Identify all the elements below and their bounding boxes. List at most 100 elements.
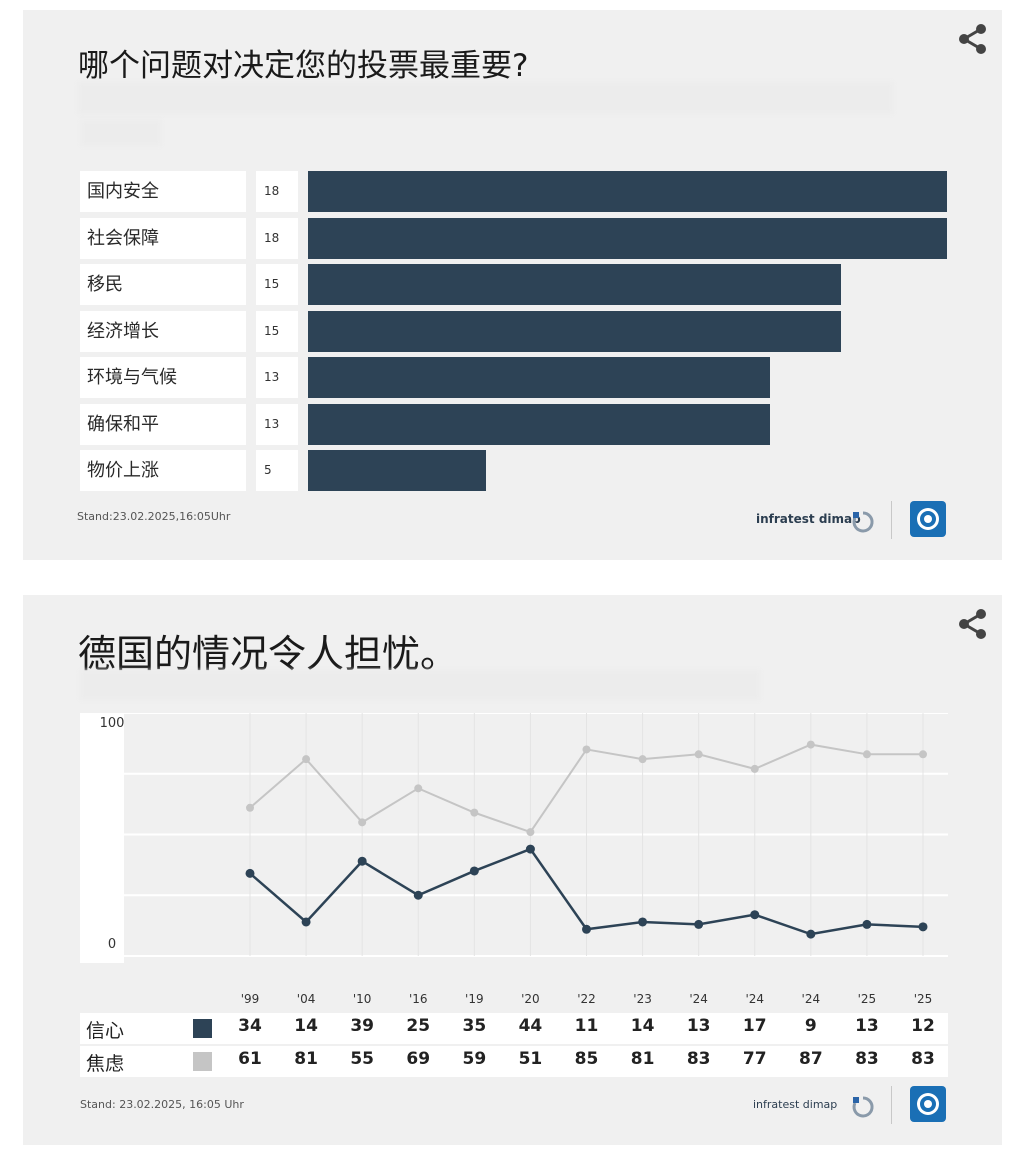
bar-value-label: 18 [256,218,298,259]
table-cell: 35 [462,1016,487,1036]
data-point [638,917,648,927]
bar-label: 国内安全 [80,171,246,212]
bar-value-label: 15 [256,264,298,305]
data-point [750,910,760,920]
divider [891,1086,892,1124]
data-point [694,919,704,929]
bar-label: 经济增长 [80,311,246,352]
share-icon[interactable] [956,607,990,641]
bar-label: 确保和平 [80,404,246,445]
bar [308,311,841,352]
bar-value-label: 18 [256,171,298,212]
data-point [526,828,535,837]
bar-label: 环境与气候 [80,357,246,398]
data-point [470,808,479,817]
data-point [302,755,311,764]
data-point [246,803,254,812]
table-cell: 12 [911,1016,935,1036]
bar-value-label: 13 [256,404,298,445]
legend-label-anxiety: 焦虑 [86,1053,125,1075]
data-point [414,784,423,793]
table-cell: 83 [855,1049,879,1069]
y-tick-label: 0 [108,937,116,952]
table-cell: 51 [518,1049,543,1069]
table-cell: 83 [911,1049,935,1069]
bar [308,264,841,305]
timestamp: Stand:23.02.2025,16:05Uhr [77,510,231,523]
data-point [806,929,816,939]
data-point [413,890,423,900]
x-tick-label: '22 [577,992,596,1006]
bar [308,357,770,398]
table-cell: 17 [742,1016,767,1036]
table-cell: 77 [742,1049,767,1069]
data-point [582,924,591,934]
bar [308,404,770,445]
data-point [301,917,311,927]
table-cell: 13 [855,1016,879,1036]
table-cell: 9 [804,1016,817,1036]
table-cell: 61 [238,1049,262,1069]
chart-title: 哪个问题对决定您的投票最重要? [78,48,529,84]
table-cell: 55 [350,1049,374,1069]
data-point [469,866,479,876]
blurred-subtitle [80,670,760,700]
infratest-brand: infratest dimap [753,1098,838,1111]
bar-label: 社会保障 [80,218,246,259]
chart-title: 德国的情况令人担忧。 [78,632,459,676]
data-point [638,755,647,764]
table-cell: 13 [686,1016,711,1036]
x-tick-label: '16 [408,992,428,1006]
x-tick-label: '10 [352,992,372,1006]
table-row-anxiety: 焦虑 61 81 55 69 59 51 85 81 83 77 87 83 83 [80,1046,948,1077]
table-cell: 87 [798,1049,823,1069]
blurred-subtitle [78,82,893,114]
y-tick-label: 100 [100,716,125,731]
bar-label: 移民 [80,264,246,305]
infratest-brand: infratest dimap [756,512,861,526]
tagesschau-logo-icon [910,501,946,537]
tagesschau-logo-icon [910,1086,946,1122]
bar [308,171,947,212]
table-cell: 39 [350,1016,374,1036]
data-point [862,750,871,759]
x-tick-label: '25 [913,992,933,1006]
table-cell: 25 [406,1016,431,1036]
data-point [919,750,927,759]
x-tick-label: '20 [521,992,540,1006]
data-point [357,856,367,866]
data-point [582,745,591,754]
x-tick-label: '04 [296,992,316,1006]
issue-importance-card: 哪个问题对决定您的投票最重要? 国内安全 18 社会保障 18 移民 15 经济增长 15 环境… [23,10,1002,560]
table-cell: 34 [238,1016,262,1036]
data-point [750,764,759,773]
table-cell: 14 [294,1016,318,1036]
table-cell: 81 [294,1049,318,1069]
table-cell: 85 [574,1049,599,1069]
x-tick-label: '24 [801,992,821,1006]
data-point [525,844,535,854]
x-tick-label: '23 [633,992,652,1006]
data-point [918,922,928,932]
bar-value-label: 5 [256,450,298,491]
legend-swatch-anxiety [193,1052,212,1071]
bar-value-label: 15 [256,311,298,352]
x-tick-label: '99 [240,992,260,1006]
table-cell: 59 [462,1049,487,1069]
infratest-logo-icon [852,1096,874,1118]
legend-swatch-confidence [193,1019,212,1038]
table-cell: 81 [630,1049,655,1069]
timestamp: Stand: 23.02.2025, 16:05 Uhr [80,1098,244,1111]
share-icon[interactable] [956,22,990,56]
data-point [806,740,815,749]
x-tick-label: '24 [689,992,708,1006]
table-cell: 11 [574,1016,599,1036]
data-point [862,919,872,929]
divider [891,501,892,539]
data-point [694,750,703,759]
legend-label-confidence: 信心 [86,1020,125,1042]
table-cell: 44 [518,1016,543,1036]
concern-trend-card: 德国的情况令人担忧。 100 0 '99 '04 '10 '16 '19 '20 '22 '23… [23,595,1002,1145]
data-point [245,868,255,878]
line-chart: 100 0 [80,713,948,963]
